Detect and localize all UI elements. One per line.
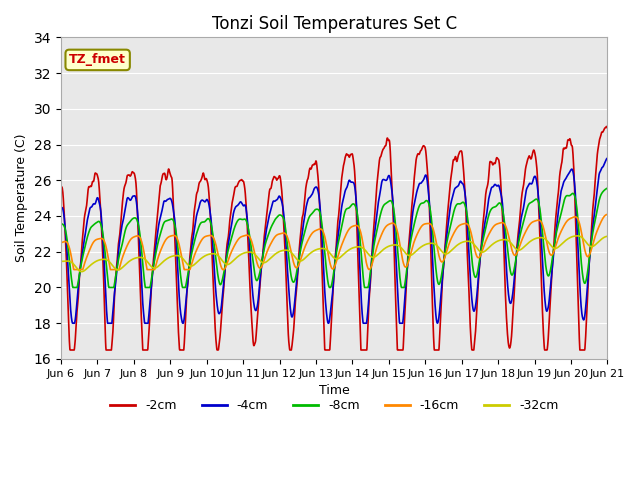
-2cm	[350, 163, 358, 168]
-32cm	[78, 269, 86, 275]
-16cm	[57, 240, 65, 245]
-8cm	[493, 203, 501, 208]
-16cm	[571, 214, 579, 220]
-8cm	[362, 285, 370, 290]
-8cm	[571, 192, 579, 198]
Line: -8cm: -8cm	[61, 188, 607, 288]
-8cm	[210, 237, 218, 243]
-2cm	[362, 347, 370, 353]
-32cm	[350, 245, 358, 251]
-4cm	[493, 183, 501, 189]
-4cm	[571, 180, 579, 186]
-16cm	[362, 258, 370, 264]
-8cm	[350, 201, 358, 207]
Legend: -2cm, -4cm, -8cm, -16cm, -32cm: -2cm, -4cm, -8cm, -16cm, -32cm	[105, 394, 563, 417]
Line: -32cm: -32cm	[61, 236, 607, 272]
-32cm	[571, 233, 579, 239]
-4cm	[604, 155, 611, 161]
-32cm	[57, 259, 65, 264]
-4cm	[350, 181, 358, 187]
Title: Tonzi Soil Temperatures Set C: Tonzi Soil Temperatures Set C	[212, 15, 457, 33]
X-axis label: Time: Time	[319, 384, 349, 397]
-4cm	[362, 320, 370, 326]
-32cm	[573, 233, 581, 239]
-4cm	[210, 256, 218, 262]
-32cm	[210, 251, 218, 257]
-32cm	[493, 239, 501, 244]
-2cm	[67, 347, 74, 353]
-2cm	[604, 125, 611, 131]
Line: -16cm: -16cm	[61, 215, 607, 270]
-8cm	[556, 217, 563, 223]
-16cm	[556, 232, 563, 238]
-32cm	[604, 233, 611, 239]
-16cm	[604, 212, 611, 217]
-8cm	[57, 221, 65, 227]
Line: -4cm: -4cm	[61, 158, 607, 323]
-16cm	[350, 223, 358, 228]
Y-axis label: Soil Temperature (C): Soil Temperature (C)	[15, 134, 28, 263]
-2cm	[556, 177, 563, 182]
-2cm	[603, 123, 611, 129]
-2cm	[57, 184, 65, 190]
-4cm	[57, 204, 65, 210]
-16cm	[493, 221, 501, 227]
-16cm	[70, 267, 78, 273]
-2cm	[210, 289, 218, 295]
-8cm	[604, 185, 611, 191]
-4cm	[69, 320, 77, 326]
-8cm	[69, 285, 77, 290]
-32cm	[362, 248, 370, 254]
-32cm	[556, 243, 563, 249]
-4cm	[556, 201, 563, 206]
-2cm	[493, 155, 501, 161]
-16cm	[210, 235, 218, 241]
-2cm	[571, 184, 579, 190]
Line: -2cm: -2cm	[61, 126, 607, 350]
Text: TZ_fmet: TZ_fmet	[69, 53, 126, 66]
